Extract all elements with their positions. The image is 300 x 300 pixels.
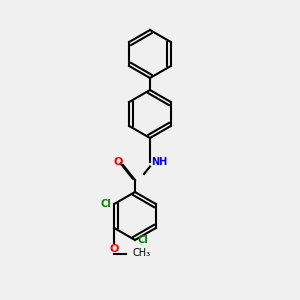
Text: O: O	[114, 157, 123, 167]
Text: Cl: Cl	[138, 235, 149, 245]
Text: NH: NH	[152, 157, 168, 167]
Text: CH₃: CH₃	[132, 248, 150, 259]
Text: O: O	[110, 244, 119, 254]
Text: Cl: Cl	[100, 199, 111, 209]
